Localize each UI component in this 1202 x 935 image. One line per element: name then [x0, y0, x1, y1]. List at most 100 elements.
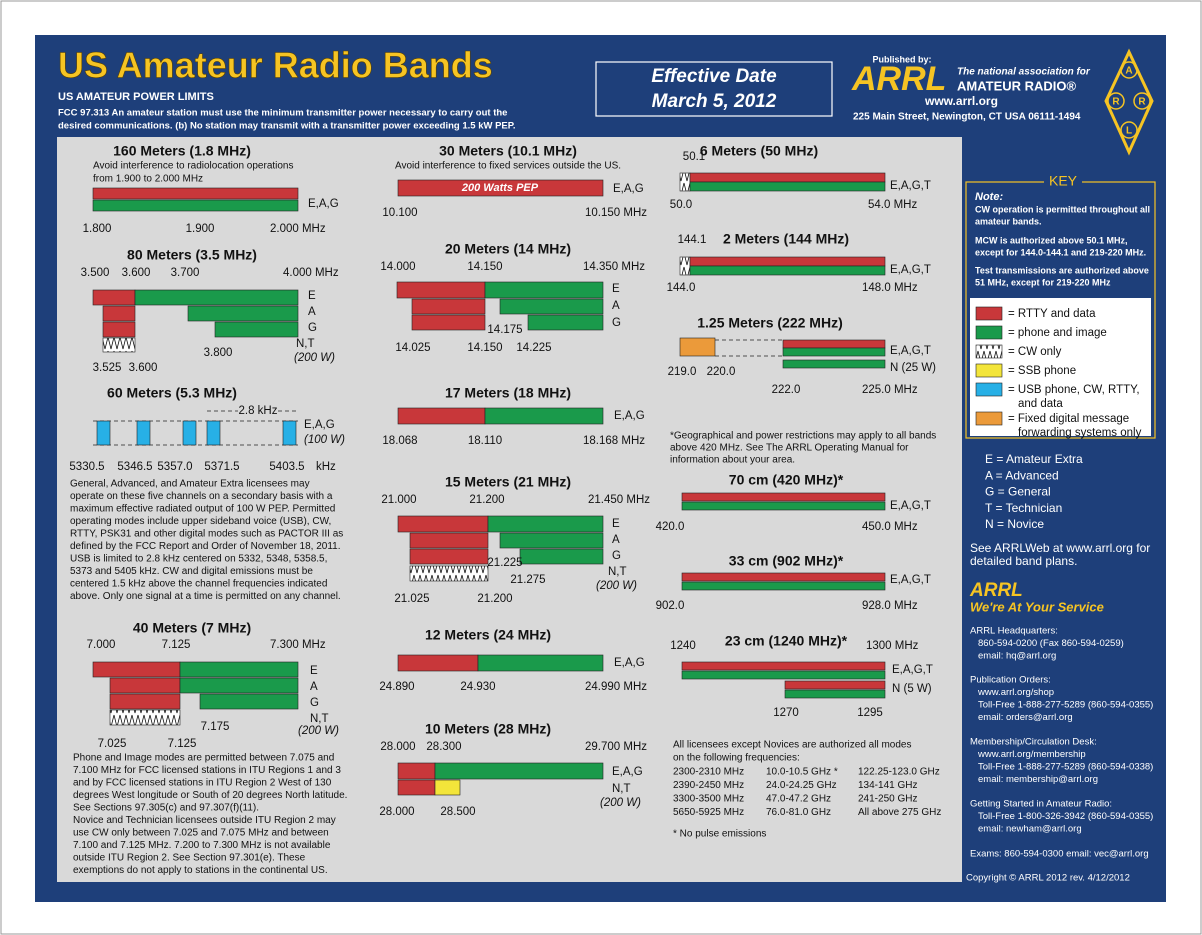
frequency-label: 4.000 MHz	[283, 267, 339, 279]
band-segment	[102, 305, 136, 322]
effective-box	[595, 61, 833, 117]
key-note: 51 MHz, except for 219-220 MHz	[975, 277, 1111, 287]
frequency-label: 21.200	[469, 494, 504, 506]
frequency-label: 50.1	[683, 151, 705, 163]
web-note: See ARRLWeb at www.arrl.org for	[970, 541, 1150, 555]
mode-label: G	[612, 317, 621, 329]
band-note: from 1.900 to 2.000 MHz	[93, 174, 203, 185]
band-paragraph: outside ITU Region 2. See Section 97.301…	[73, 853, 306, 864]
frequency-cell: 241-250 GHz	[858, 794, 917, 805]
frequency-label: 24.890	[379, 681, 414, 693]
band-paragraph: use CW only between 7.025 and 7.075 MHz …	[73, 828, 329, 839]
frequency-label: 5403.5	[269, 461, 304, 473]
key-label: = phone and image	[1008, 327, 1107, 339]
frequency-label: 54.0 MHz	[868, 199, 917, 211]
band-segment	[499, 298, 604, 315]
footnote: * No pulse emissions	[673, 829, 766, 840]
band-title: 40 Meters (7 MHz)	[133, 620, 251, 636]
band-segment	[102, 321, 136, 338]
band-title: 160 Meters (1.8 MHz)	[113, 143, 251, 159]
frequency-label: 21.025	[394, 593, 429, 605]
band-title: 17 Meters (18 MHz)	[445, 385, 571, 401]
exams: Exams: 860-594-0300 email: vec@arrl.org	[970, 849, 1149, 860]
mode-label: E	[612, 518, 620, 530]
frequency-label: 14.350 MHz	[583, 261, 645, 273]
effective-date: March 5, 2012	[652, 91, 777, 112]
band-segment	[214, 321, 299, 338]
mode-label: N,T	[612, 783, 631, 795]
license-class: G = General	[985, 485, 1051, 499]
band-segment	[92, 661, 181, 678]
key-note: Test transmissions are authorized above	[975, 265, 1149, 275]
fcc-line: FCC 97.313 An amateur station must use t…	[58, 108, 507, 119]
frequency-label: 2.8 kHz	[239, 405, 278, 417]
band-paragraph: See Sections 97.305(c) and 97.307(f)(11)…	[73, 803, 259, 814]
band-paragraph: Phone and Image modes are permitted betw…	[73, 753, 334, 764]
arrl-logo	[1104, 48, 1154, 156]
frequency-cell: 47.0-47.2 GHz	[766, 794, 831, 805]
license-class: E = Amateur Extra	[985, 452, 1083, 466]
band-segment	[109, 709, 181, 726]
band-note: Avoid interference to fixed services out…	[395, 161, 621, 172]
mode-label: (200 W)	[294, 352, 335, 364]
band-segment	[681, 501, 886, 511]
band-segment	[679, 172, 691, 192]
geo-note: information about your area.	[670, 455, 795, 466]
frequency-label: 1.900	[186, 223, 215, 235]
frequency-label: 928.0 MHz	[862, 600, 918, 612]
license-class: A = Advanced	[985, 468, 1059, 482]
license-class: T = Technician	[985, 501, 1062, 515]
frequency-label: 14.025	[395, 342, 430, 354]
contact-heading: Getting Started in Amateur Radio:	[970, 799, 1112, 810]
band-segment	[411, 298, 486, 315]
frequency-label: 50.0	[670, 199, 692, 211]
frequency-cell: 3300-3500 MHz	[673, 794, 744, 805]
band-paragraph: USB is limited to 2.8 kHz centered on 53…	[70, 554, 327, 565]
key-label: and data	[1018, 398, 1063, 410]
band-paragraph: and by FCC licensed stations in ITU Regi…	[73, 778, 332, 789]
key-swatch	[975, 411, 1003, 426]
frequency-label: 7.000	[87, 639, 116, 651]
contact-line: 860-594-0200 (Fax 860-594-0259)	[978, 638, 1124, 649]
arrl-logo-text: ARRL	[851, 60, 946, 98]
key-title: KEY	[1049, 173, 1078, 189]
mode-label: E,A,G,T	[892, 664, 933, 676]
mode-label: E,A,G	[304, 419, 335, 431]
frequency-label: 225.0 MHz	[862, 384, 918, 396]
band-paragraph: degrees West longitude or South of 20 de…	[73, 790, 347, 801]
frequency-cell: 24.0-24.25 GHz	[766, 780, 837, 791]
frequency-label: 28.000	[379, 806, 414, 818]
web-note: detailed band plans.	[970, 554, 1077, 568]
frequency-label: 14.225	[516, 342, 551, 354]
band-segment	[527, 314, 604, 331]
frequency-label: 21.000	[381, 494, 416, 506]
band-segment	[434, 779, 461, 796]
key-note: MCW is authorized above 50.1 MHz,	[975, 235, 1128, 245]
frequency-label: 222.0	[772, 384, 801, 396]
mode-label: E,A,G	[308, 198, 339, 210]
frequency-label: 450.0 MHz	[862, 521, 918, 533]
frequency-label: 5371.5	[204, 461, 239, 473]
band-paragraph: exemptions do not apply to stations in t…	[73, 865, 328, 876]
all-modes-intro: on the following frequencies:	[673, 753, 800, 764]
geo-note: above 420 MHz. See The ARRL Operating Ma…	[670, 443, 909, 454]
subtitle: US AMATEUR POWER LIMITS	[58, 91, 214, 103]
mode-label: G	[612, 550, 621, 562]
frequency-label: 18.110	[468, 435, 502, 447]
frequency-label: 21.450 MHz	[588, 494, 650, 506]
key-label: = CW only	[1008, 346, 1062, 358]
contact-heading: Membership/Circulation Desk:	[970, 737, 1097, 748]
frequency-cell: 2390-2450 MHz	[673, 780, 744, 791]
band-segment	[411, 314, 486, 331]
mode-label: E,A,G	[612, 766, 643, 778]
band-segment	[102, 337, 136, 353]
frequency-label: 14.150	[467, 342, 502, 354]
band-segment	[681, 581, 886, 591]
band-title: 30 Meters (10.1 MHz)	[439, 143, 577, 159]
frequency-label: 1.800	[83, 223, 112, 235]
band-segment	[187, 305, 299, 322]
band-title: 20 Meters (14 MHz)	[445, 241, 571, 257]
mode-label: E	[310, 665, 318, 677]
band-segment	[136, 420, 151, 446]
